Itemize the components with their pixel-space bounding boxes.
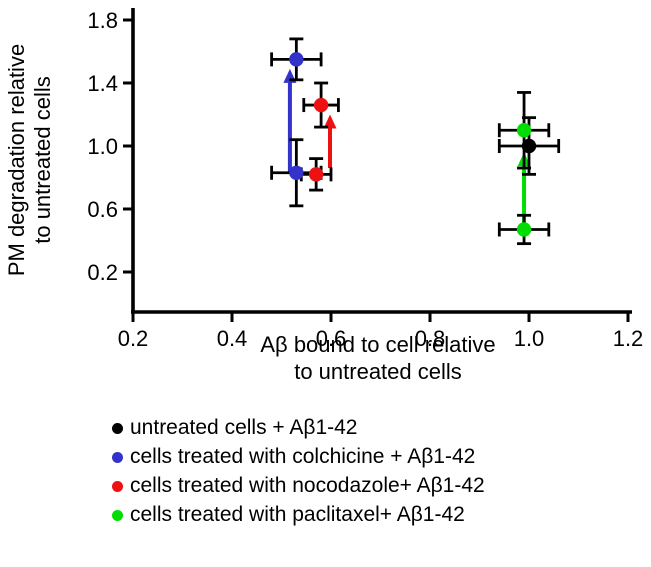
x-tick-label: 0.8 <box>415 326 446 351</box>
axes: 0.2 0.4 0.6 0.8 1.0 1.2 0.2 0.6 1.0 1.4 1.8 <box>87 8 643 351</box>
x-tick-label: 1.2 <box>613 326 644 351</box>
y-axis-label-line1: PM degradation relative <box>4 44 29 276</box>
legend-item: cells treated with nocodazole+ Aβ1-42 <box>112 474 651 498</box>
legend-item: cells treated with paclitaxel+ Aβ1-42 <box>112 503 651 527</box>
x-axis-label-line1: Aβ bound to cell relative <box>260 332 495 357</box>
chart-legend: untreated cells + Aβ1-42 cells treated wi… <box>112 416 651 527</box>
legend-item: cells treated with colchicine + Aβ1-42 <box>112 445 651 469</box>
legend-dot-icon <box>112 509 123 521</box>
scatter-plot: 0.2 0.4 0.6 0.8 1.0 1.2 0.2 0.6 1.0 1.4 1.8 Aβ bou… <box>4 8 643 384</box>
data-point <box>313 97 329 113</box>
legend-dot-icon <box>112 422 123 434</box>
legend-label: cells treated with paclitaxel+ Aβ1-42 <box>130 503 465 526</box>
legend-dot-icon <box>112 480 123 492</box>
y-axis-label-line2: to untreated cells <box>30 76 55 244</box>
x-tick-label: 0.2 <box>118 326 149 351</box>
x-tick-label: 0.6 <box>316 326 347 351</box>
legend-item: untreated cells + Aβ1-42 <box>112 416 651 440</box>
y-tick-label: 1.8 <box>87 8 118 33</box>
legend-label: cells treated with nocodazole+ Aβ1-42 <box>130 474 485 497</box>
data-point <box>289 165 304 180</box>
plot-content <box>270 37 561 246</box>
x-tick-label: 1.0 <box>514 326 545 351</box>
data-point <box>521 138 537 154</box>
data-point <box>289 52 304 67</box>
chart-area: 0.2 0.4 0.6 0.8 1.0 1.2 0.2 0.6 1.0 1.4 1.8 Aβ bou… <box>4 8 643 384</box>
data-point <box>516 123 532 138</box>
y-tick-label: 0.6 <box>87 197 118 222</box>
y-tick-label: 1.4 <box>87 71 118 96</box>
x-axis-label-line2: to untreated cells <box>294 359 462 384</box>
legend-dot-icon <box>112 451 123 463</box>
legend-label: untreated cells + Aβ1-42 <box>130 416 358 439</box>
trend-arrowhead <box>323 114 337 129</box>
data-point <box>308 167 324 182</box>
x-tick-label: 0.4 <box>217 326 248 351</box>
legend-label: cells treated with colchicine + Aβ1-42 <box>130 445 476 468</box>
y-tick-label: 1.0 <box>87 134 118 159</box>
data-point <box>516 222 532 237</box>
y-tick-label: 0.2 <box>87 260 118 285</box>
